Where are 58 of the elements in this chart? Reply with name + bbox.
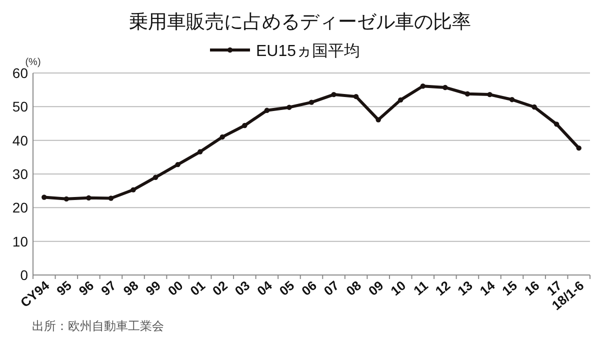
point	[198, 149, 203, 154]
point	[152, 174, 158, 180]
point	[353, 94, 359, 100]
x-tick-label: 07	[320, 278, 342, 299]
y-tick-label: 50	[12, 98, 28, 115]
x-tick-label: 05	[276, 278, 298, 299]
point	[108, 196, 114, 201]
text: 出所：欧州自動車工業会	[32, 319, 164, 333]
x-tick-label: 03	[232, 278, 253, 299]
point	[220, 134, 225, 140]
y-tick-label: 60	[12, 65, 28, 81]
y-tick-label: 40	[12, 132, 28, 148]
point	[64, 196, 70, 202]
y-tick-label: 0	[20, 267, 28, 283]
point	[376, 117, 381, 122]
x-tick-label: 02	[210, 278, 230, 299]
point	[509, 96, 515, 102]
point	[42, 194, 47, 200]
point	[130, 187, 136, 192]
x-tick-label: 01	[187, 278, 208, 299]
y-tick-label: 20	[12, 200, 28, 216]
x-tick-label: 98	[120, 278, 142, 299]
x-tick-label: 97	[98, 278, 119, 299]
x-tick-label: 96	[76, 278, 97, 299]
chart-title: 乗用車販売に占めるディーゼル車の比率	[129, 11, 471, 33]
y-axis-title: (%)	[25, 57, 41, 68]
x-tick-label: 06	[298, 278, 320, 299]
x-tick-label: 16	[522, 278, 542, 299]
point	[420, 84, 426, 89]
point	[308, 100, 314, 105]
point	[242, 122, 248, 128]
point	[464, 91, 470, 96]
point	[487, 92, 492, 98]
point	[442, 84, 448, 90]
y-tick-label: 30	[12, 166, 28, 182]
point	[286, 104, 292, 110]
point	[532, 104, 537, 110]
x-tick-label: 15	[499, 278, 520, 299]
x-tick-label: 13	[454, 278, 476, 299]
point	[398, 97, 404, 103]
legend-label: EU15ヵ国平均	[256, 43, 360, 60]
x-tick-label: 11	[410, 278, 431, 298]
x-tick-label: 12	[432, 278, 454, 299]
x-tick-label: 00	[165, 278, 186, 299]
x-tick-label: 08	[343, 278, 364, 299]
x-tick-label: 14	[476, 277, 498, 299]
point	[86, 195, 92, 201]
point	[576, 145, 582, 151]
x-tick-label: 09	[366, 278, 386, 299]
y-tick-label: 10	[12, 233, 28, 250]
point	[331, 92, 336, 98]
x-tick-label: 04	[254, 277, 276, 299]
x-tick-label: 95	[54, 278, 74, 299]
x-tick-label: 10	[388, 278, 409, 299]
point	[175, 162, 180, 168]
point	[264, 108, 270, 113]
x-tick-label: 99	[142, 278, 164, 299]
point	[554, 122, 560, 127]
